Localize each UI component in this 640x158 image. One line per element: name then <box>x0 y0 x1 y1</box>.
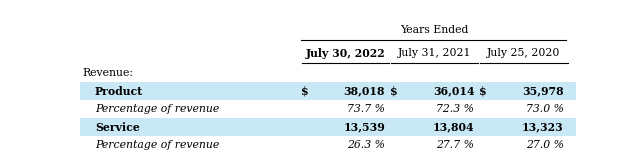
Text: 27.7 %: 27.7 % <box>436 140 474 150</box>
FancyBboxPatch shape <box>80 154 576 158</box>
Text: Percentage of revenue: Percentage of revenue <box>95 104 219 114</box>
Text: July 31, 2021: July 31, 2021 <box>398 48 472 58</box>
Text: 13,323: 13,323 <box>522 122 564 133</box>
Text: 73.0 %: 73.0 % <box>525 104 564 114</box>
Text: $: $ <box>390 86 397 97</box>
Text: Years Ended: Years Ended <box>401 25 469 35</box>
Text: Percentage of revenue: Percentage of revenue <box>95 140 219 150</box>
FancyBboxPatch shape <box>80 82 576 100</box>
Text: $: $ <box>301 86 308 97</box>
Text: 27.0 %: 27.0 % <box>525 140 564 150</box>
Text: 38,018: 38,018 <box>344 86 385 97</box>
Text: Product: Product <box>95 86 143 97</box>
Text: 72.3 %: 72.3 % <box>436 104 474 114</box>
Text: Service: Service <box>95 122 140 133</box>
Text: 26.3 %: 26.3 % <box>347 140 385 150</box>
FancyBboxPatch shape <box>80 118 576 136</box>
Text: 73.7 %: 73.7 % <box>347 104 385 114</box>
Text: $: $ <box>479 86 487 97</box>
Text: 36,014: 36,014 <box>433 86 474 97</box>
Text: 13,804: 13,804 <box>433 122 474 133</box>
Text: 13,539: 13,539 <box>343 122 385 133</box>
Text: 35,978: 35,978 <box>522 86 564 97</box>
Text: Revenue:: Revenue: <box>83 68 134 78</box>
Text: July 30, 2022: July 30, 2022 <box>305 48 385 58</box>
Text: July 25, 2020: July 25, 2020 <box>487 48 561 58</box>
